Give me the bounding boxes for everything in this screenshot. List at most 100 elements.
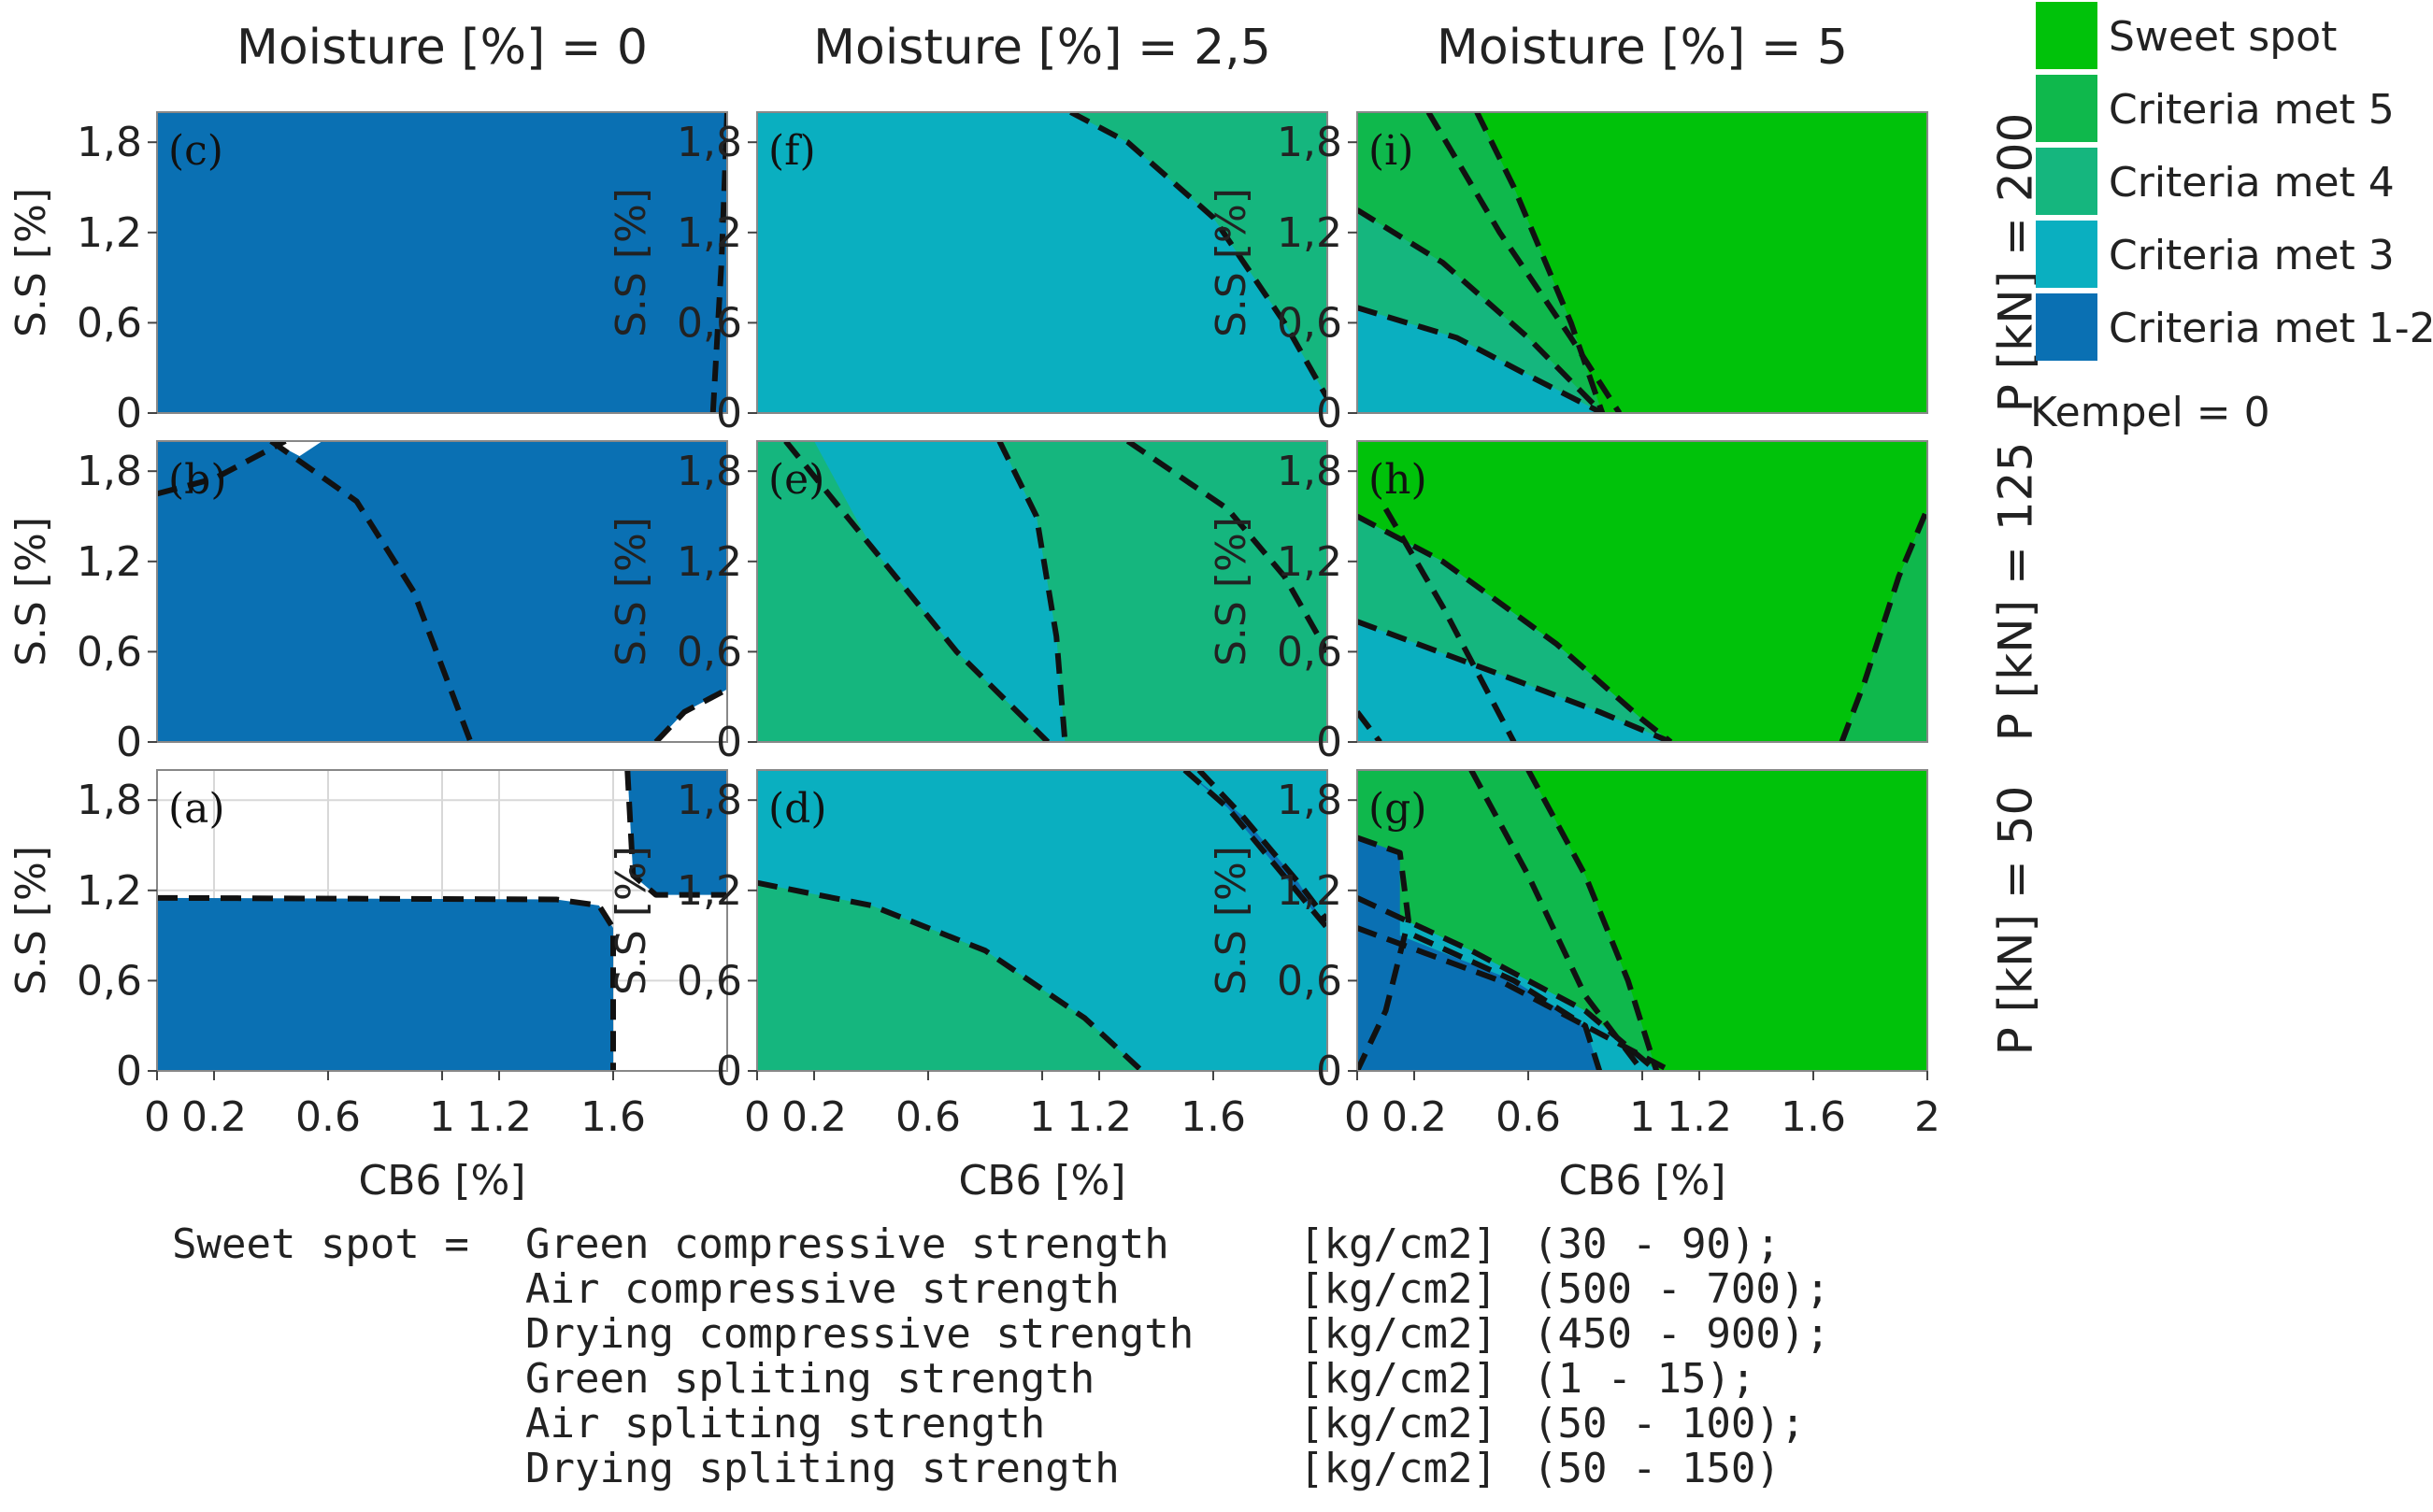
region xyxy=(157,897,613,1071)
panel-frame xyxy=(1356,111,1928,414)
y-tick-label: 1,2 xyxy=(77,209,142,257)
y-axis: 0 0,6 1,2 1,8 S.S [%] xyxy=(1208,777,1357,1095)
panel-label: (g) xyxy=(1368,785,1427,833)
panel-label: (d) xyxy=(768,785,827,833)
y-tick-label: 1,2 xyxy=(677,209,742,257)
panel-frame xyxy=(756,440,1328,743)
y-tick-label: 1,8 xyxy=(77,119,142,166)
x-tick-label: 0.2 xyxy=(781,1093,847,1141)
x-axis: 0 0.2 0.6 1 1.2 1.6 CB6 [%] xyxy=(744,1071,1246,1205)
y-tick-label: 0 xyxy=(716,390,742,437)
y-tick-label: 0,6 xyxy=(1277,299,1342,347)
panel-c: (c) 0 0,6 1,2 1,8 S.S [%] xyxy=(7,111,728,437)
x-tick-label: 0.2 xyxy=(181,1093,247,1141)
contour-line xyxy=(709,112,727,413)
region xyxy=(627,770,727,895)
sweet-spot-definition: Sweet spot = Green compressive strength [… xyxy=(172,1220,1830,1492)
x-tick-label: 1.6 xyxy=(580,1093,646,1141)
contour-line xyxy=(1382,506,1517,742)
legend-swatch xyxy=(2036,148,2097,215)
y-tick-label: 1,2 xyxy=(677,538,742,586)
y-tick-label: 0,6 xyxy=(677,299,742,347)
panel-frame xyxy=(156,111,728,414)
contour-line xyxy=(1474,112,1606,413)
y-axis-label: S.S [%] xyxy=(608,517,655,666)
contour-line xyxy=(1525,770,1660,1071)
y-axis-label: S.S [%] xyxy=(7,188,55,337)
x-tick-label: 0.2 xyxy=(1381,1093,1447,1141)
x-tick-label: 0 xyxy=(1344,1093,1370,1141)
y-tick-label: 0,6 xyxy=(77,628,142,676)
contour-line xyxy=(1357,619,1672,742)
y-axis: 0 0,6 1,2 1,8 S.S [%] xyxy=(7,448,157,766)
region xyxy=(1357,837,1600,1071)
y-tick-label: 0 xyxy=(116,390,142,437)
criterion-unit: [kg/cm2] xyxy=(1299,1220,1497,1268)
legend-note: Kempel = 0 xyxy=(2030,389,2270,436)
criterion-unit: [kg/cm2] xyxy=(1299,1355,1497,1403)
panel-label: (c) xyxy=(168,127,223,175)
contour-line xyxy=(1357,834,1411,1071)
x-axis: 0 0.2 0.6 1 1.2 1.6 2 CB6 [%] xyxy=(1344,1071,1940,1205)
criterion-range: (50 - 100); xyxy=(1533,1400,1805,1448)
contour-line xyxy=(1357,513,1673,742)
x-tick-label: 1.2 xyxy=(1667,1093,1732,1141)
legend-swatch xyxy=(2036,75,2097,142)
region xyxy=(814,441,1066,742)
y-tick-label: 0,6 xyxy=(1277,957,1342,1005)
y-tick-label: 1,8 xyxy=(1277,119,1342,166)
y-tick-label: 0 xyxy=(716,1048,742,1095)
contour-line xyxy=(1425,112,1623,413)
column-title: Moisture [%] = 2,5 xyxy=(813,20,1271,76)
contour-line xyxy=(1069,112,1327,400)
criterion-name: Green spliting strength xyxy=(525,1355,1095,1403)
criterion-range: (450 - 900); xyxy=(1533,1310,1830,1358)
y-axis-label: S.S [%] xyxy=(608,846,655,995)
contour-line xyxy=(1357,895,1659,1071)
contour-line xyxy=(653,686,727,742)
criterion-name: Air compressive strength xyxy=(525,1265,1120,1313)
y-axis: 0 0,6 1,2 1,8 S.S [%] xyxy=(608,448,757,766)
x-tick-label: 2 xyxy=(1914,1093,1940,1141)
y-axis-label: S.S [%] xyxy=(608,188,655,337)
panel-label: (e) xyxy=(768,456,824,504)
panel-label: (h) xyxy=(1368,456,1427,504)
legend-entry-label: Criteria met 3 xyxy=(2109,232,2395,279)
x-tick-label: 1.2 xyxy=(1066,1093,1132,1141)
y-axis-label: S.S [%] xyxy=(7,846,55,995)
criterion-unit: [kg/cm2] xyxy=(1299,1265,1497,1313)
panel-label: (b) xyxy=(168,456,227,504)
y-tick-label: 1,8 xyxy=(77,448,142,495)
y-tick-label: 1,8 xyxy=(677,777,742,824)
criterion-range: (500 - 700); xyxy=(1533,1265,1830,1313)
contour-line xyxy=(783,441,1051,742)
y-tick-label: 0 xyxy=(116,719,142,766)
contour-line xyxy=(624,770,727,898)
contour-line xyxy=(1196,770,1327,922)
region xyxy=(1070,112,1327,398)
legend-swatch xyxy=(2036,221,2097,288)
criterion-range: (30 - 90); xyxy=(1533,1220,1781,1268)
region xyxy=(1841,508,1927,742)
contour-line xyxy=(269,441,474,742)
y-tick-label: 0,6 xyxy=(1277,628,1342,676)
row-label: P [kN] = 50 xyxy=(1989,786,2043,1056)
y-tick-label: 1,8 xyxy=(1277,448,1342,495)
x-axis: 0 0.2 0.6 1 1.2 1.6 CB6 [%] xyxy=(144,1071,646,1205)
x-tick-label: 0.6 xyxy=(895,1093,961,1141)
criterion-name: Air spliting strength xyxy=(525,1400,1045,1448)
legend-entry-label: Criteria met 5 xyxy=(2109,86,2395,134)
row-label: P [kN] = 125 xyxy=(1989,442,2043,742)
panel-frame xyxy=(156,440,728,743)
sweet-spot-prefix: Sweet spot = xyxy=(172,1220,494,1268)
panel-b: (b) 0 0,6 1,2 1,8 S.S [%] xyxy=(7,440,728,766)
contour-line xyxy=(1357,305,1604,413)
y-tick-label: 1,8 xyxy=(677,119,742,166)
column-title: Moisture [%] = 0 xyxy=(236,20,648,76)
legend-swatch xyxy=(2036,293,2097,361)
y-tick-label: 0 xyxy=(116,1048,142,1095)
panel-e: (e) 0 0,6 1,2 1,8 S.S [%] xyxy=(608,440,1328,766)
